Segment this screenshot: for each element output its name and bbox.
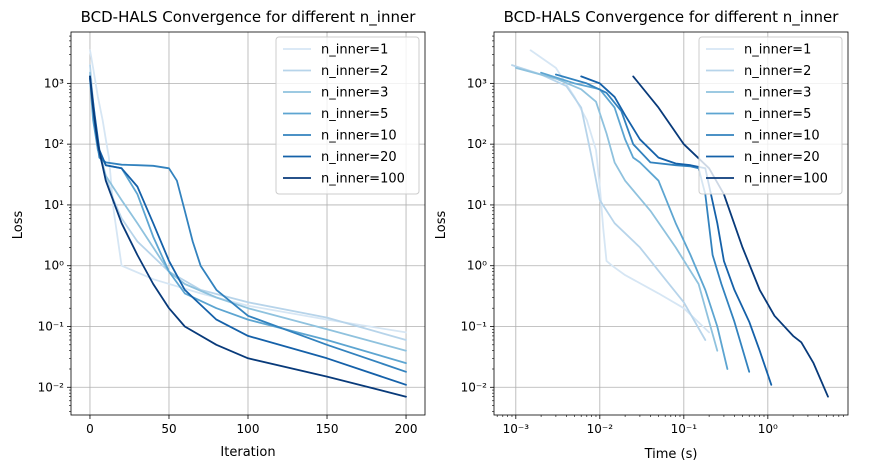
legend-label: n_inner=2 [321, 64, 388, 79]
x-tick-label: 150 [316, 422, 339, 436]
y-tick-label: 10³ [44, 76, 64, 90]
legend-box [698, 36, 843, 195]
x-tick-label: 10⁻² [587, 422, 614, 436]
x-axis-label: Time (s) [644, 447, 698, 462]
x-tick-label: 10⁰ [758, 422, 778, 436]
y-tick-label: 10⁰ [467, 259, 487, 273]
series-line [89, 77, 407, 373]
y-tick-label: 10¹ [467, 198, 487, 212]
legend: n_inner=1 n_inner=2 n_inner=3 n_inner=5 n_in… [698, 36, 843, 195]
series-line [529, 49, 710, 334]
y-axis-label: Loss [11, 211, 26, 240]
series-line [514, 67, 719, 352]
series-line [89, 49, 407, 334]
series-line [632, 75, 829, 398]
y-tick-label: 10⁻¹ [38, 320, 65, 334]
x-tick-label: 200 [395, 422, 418, 436]
y-tick-label: 10¹ [44, 198, 64, 212]
chart-title: BCD-HALS Convergence for different n_inn… [504, 8, 840, 27]
legend-label: n_inner=1 [321, 43, 388, 58]
legend-label: n_inner=5 [744, 107, 811, 122]
legend-box [275, 36, 420, 195]
legend-label: n_inner=100 [321, 172, 405, 187]
legend-label: n_inner=10 [321, 129, 397, 144]
y-tick-label: 10² [467, 137, 487, 151]
iteration-chart-panel: BCD-HALS Convergence for different n_inn… [11, 8, 426, 460]
legend: n_inner=1 n_inner=2 n_inner=3 n_inner=5 n_in… [275, 36, 420, 195]
series-line [89, 75, 407, 398]
legend-label: n_inner=5 [321, 107, 388, 122]
x-tick-label: 50 [161, 422, 176, 436]
legend-label: n_inner=3 [321, 86, 388, 101]
plot-area [493, 31, 849, 416]
time-chart-panel: BCD-HALS Convergence for different n_inn… [434, 8, 849, 462]
y-tick-label: 10³ [467, 76, 487, 90]
legend-label: n_inner=1 [744, 43, 811, 58]
y-axis-label: Loss [434, 211, 449, 240]
chart-title: BCD-HALS Convergence for different n_inn… [81, 8, 417, 27]
y-tick-label: 10⁻² [461, 380, 488, 394]
x-tick-label: 100 [237, 422, 260, 436]
series-line [580, 75, 773, 386]
series-line [511, 64, 707, 341]
x-axis-label: Iteration [220, 445, 275, 460]
x-tick-label: 10⁻¹ [671, 422, 698, 436]
x-tick-label: 0 [86, 422, 94, 436]
series-line [555, 73, 751, 373]
legend-label: n_inner=10 [744, 129, 820, 144]
y-tick-label: 10² [44, 137, 64, 151]
y-tick-label: 10⁻² [38, 380, 65, 394]
y-tick-label: 10⁰ [44, 259, 64, 273]
legend-label: n_inner=20 [744, 150, 820, 165]
y-tick-label: 10⁻¹ [461, 320, 488, 334]
legend-label: n_inner=2 [744, 64, 811, 79]
x-tick-label: 10⁻³ [503, 422, 530, 436]
legend-label: n_inner=20 [321, 150, 397, 165]
legend-label: n_inner=100 [744, 172, 828, 187]
legend-label: n_inner=3 [744, 86, 811, 101]
